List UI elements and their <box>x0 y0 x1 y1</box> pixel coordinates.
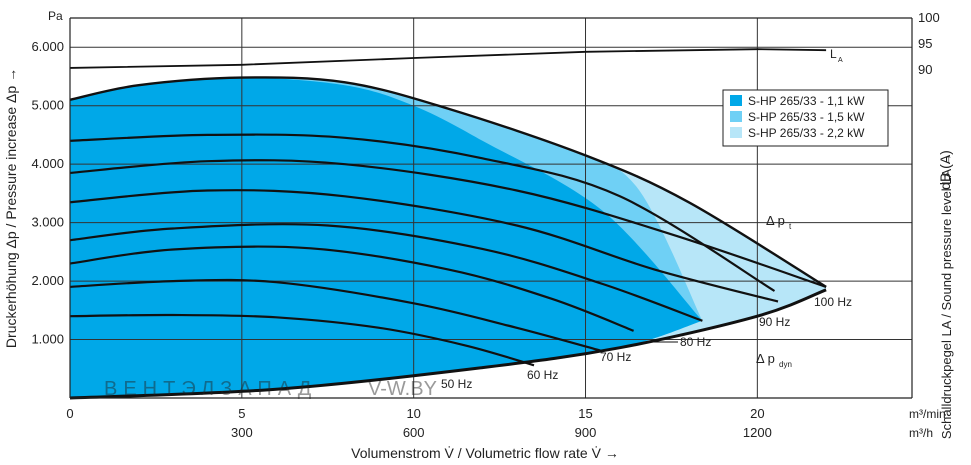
region-1-1kw <box>70 77 703 398</box>
dpdyn-annotation: Δ p dyn <box>756 351 792 369</box>
y2-tick-label: 95 <box>918 36 932 51</box>
svg-text:t: t <box>789 222 792 231</box>
y2-tick-labels: 100 95 90 <box>918 10 940 77</box>
y2-axis-label: Schalldruckpegel LA / Sound pressure lev… <box>939 153 954 439</box>
frequency-label: 50 Hz <box>441 377 472 391</box>
frequency-label: 90 Hz <box>759 315 790 329</box>
frequency-curves <box>69 48 827 400</box>
dpt-annotation: Δ p t <box>766 213 792 231</box>
watermark-brand: ВЕНТЭЛЗАПАД <box>104 378 317 400</box>
frequency-curve-5 <box>69 159 827 288</box>
x-tick-label-secondary: 300 <box>231 425 253 440</box>
x-axis-label: Volumenstrom V̇ / Volumetric flow rate V… <box>351 445 619 461</box>
x-tick-label-secondary: 600 <box>403 425 425 440</box>
svg-text:Δ p: Δ p <box>756 351 775 366</box>
frequency-label: 60 Hz <box>527 368 558 382</box>
x-tick-label: 20 <box>750 406 764 421</box>
legend-label: S-HP 265/33 - 2,2 kW <box>748 126 865 140</box>
la-annotation: L A <box>830 47 843 64</box>
axes <box>69 17 913 399</box>
frequency-labels: 50 Hz 60 Hz 70 Hz 80 Hz 90 Hz 100 Hz <box>441 295 852 391</box>
legend-box <box>722 89 889 147</box>
legend-swatch <box>730 111 742 122</box>
y2-tick-label: 100 <box>918 10 940 25</box>
svg-text:Δ p: Δ p <box>766 213 785 228</box>
legend-swatch <box>730 127 742 138</box>
watermark-url: V-W.BY <box>368 378 437 400</box>
flow-regions <box>70 77 827 398</box>
y2-unit-label: dB (A) <box>937 150 953 190</box>
x-tick-labels: 0 5 10 15 20 <box>66 406 764 421</box>
legend-label: S-HP 265/33 - 1,1 kW <box>748 94 865 108</box>
x-tick-label-secondary: 1200 <box>743 425 772 440</box>
frequency-curve-2 <box>69 245 635 332</box>
legend-swatch <box>730 95 742 106</box>
frequency-label: 70 Hz <box>600 350 631 364</box>
x-tick-label: 10 <box>406 406 420 421</box>
frequency-curve-6 <box>69 133 776 292</box>
frequency-label: 80 Hz <box>680 335 711 349</box>
sound-level-curve <box>69 48 827 69</box>
y-tick-labels: 1.000 2.000 3.000 4.000 5.000 6.000 <box>31 39 64 346</box>
svg-text:A: A <box>838 57 843 64</box>
frequency-curve-3 <box>69 223 703 322</box>
x-tick-labels-secondary: 300 600 900 1200 <box>231 425 772 440</box>
frequency-label: 100 Hz <box>814 295 852 309</box>
watermark: ВЕНТЭЛЗАПАД V-W.BY <box>104 378 437 400</box>
svg-text:dyn: dyn <box>779 360 792 369</box>
y2-tick-label: 90 <box>918 62 932 77</box>
frequency-curve-1 <box>69 278 603 353</box>
envelope-curve <box>69 76 827 288</box>
x-unit-primary: m³/min <box>909 407 946 421</box>
x-tick-label: 5 <box>238 406 245 421</box>
y-tick-label: 2.000 <box>31 273 64 288</box>
y-tick-label: 1.000 <box>31 332 64 347</box>
x-unit-secondary: m³/h <box>909 426 933 440</box>
y-axis-label: Druckerhöhung Δp / Pressure increase Δp … <box>3 68 19 348</box>
y-tick-label: 4.000 <box>31 156 64 171</box>
y-tick-label: 6.000 <box>31 39 64 54</box>
x-tick-label: 15 <box>578 406 592 421</box>
y-unit: Pa <box>48 9 63 23</box>
legend-label: S-HP 265/33 - 1,5 kW <box>748 110 865 124</box>
y-tick-label: 3.000 <box>31 215 64 230</box>
frequency-curve-0 <box>69 313 535 367</box>
dyn-pressure-curve <box>69 288 827 400</box>
frequency-curve-4 <box>69 189 779 303</box>
svg-text:L: L <box>830 47 837 61</box>
x-tick-label-secondary: 900 <box>575 425 597 440</box>
y-tick-label: 5.000 <box>31 98 64 113</box>
legend: S-HP 265/33 - 1,1 kW S-HP 265/33 - 1,5 kW… <box>722 89 889 147</box>
x-tick-label: 0 <box>66 406 73 421</box>
